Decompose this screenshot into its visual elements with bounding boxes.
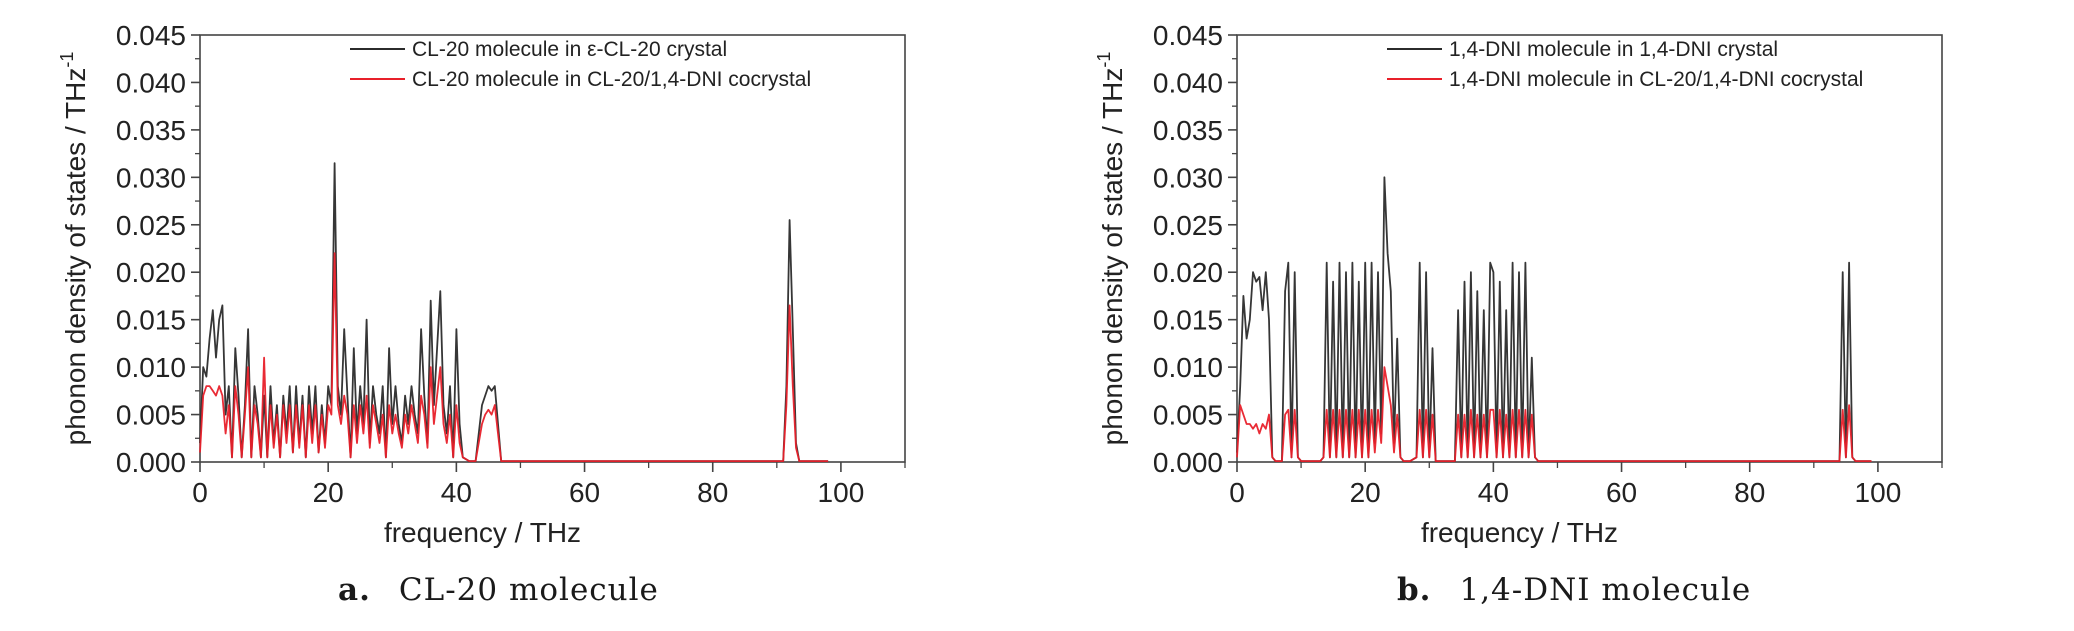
- x-axis-label: frequency / THz: [1421, 517, 1618, 548]
- y-tick-label: 0.020: [1153, 257, 1223, 288]
- plot-frame: [1236, 34, 1943, 463]
- x-tick-label: 100: [1855, 477, 1902, 508]
- y-tick-label: 0.010: [116, 352, 186, 383]
- y-tick-label: 0.025: [116, 210, 186, 241]
- y-tick-label: 0.015: [1153, 305, 1223, 336]
- x-tick-label: 20: [313, 477, 344, 508]
- y-axis-label: phonon density of states / THz-1: [1094, 52, 1128, 446]
- legend-label: CL-20 molecule in CL-20/1,4-DNI cocrysta…: [412, 68, 811, 91]
- x-tick-label: 40: [441, 477, 472, 508]
- series-line-1: [199, 162, 829, 463]
- x-tick-label: 0: [192, 477, 208, 508]
- y-tick-label: 0.030: [116, 162, 186, 193]
- y-tick-label: 0.015: [116, 305, 186, 336]
- caption-text: CL-20 molecule: [398, 572, 659, 608]
- x-tick-label: 60: [569, 477, 600, 508]
- panel-a: 0.000 0.005 0.010 0.015 0.020 0.025 0.030 0.035…: [57, 20, 906, 608]
- caption-text: 1,4-DNI molecule: [1459, 572, 1752, 608]
- y-axis-label-superscript: -1: [1094, 52, 1114, 68]
- y-axis-label-text: phonon density of states / THz: [60, 68, 91, 446]
- y-tick-label: 0.000: [1153, 447, 1223, 478]
- y-tick-label: 0.035: [1153, 115, 1223, 146]
- chart-a: 0.000 0.005 0.010 0.015 0.020 0.025 0.030 0.035…: [57, 20, 906, 548]
- x-tick-label: 80: [697, 477, 728, 508]
- y-tick-label: 0.040: [1153, 67, 1223, 98]
- y-tick-label: 0.035: [116, 115, 186, 146]
- y-tick-label: 0.045: [1153, 20, 1223, 51]
- x-tick-label: 0: [1229, 477, 1245, 508]
- legend-label: 1,4-DNI molecule in 1,4-DNI crystal: [1449, 38, 1778, 61]
- caption-letter: b.: [1397, 572, 1432, 608]
- caption-b: b. 1,4-DNI molecule: [1397, 572, 1751, 608]
- y-tick-label: 0.010: [1153, 352, 1223, 383]
- x-tick-label: 20: [1350, 477, 1381, 508]
- y-axis-label-text: phonon density of states / THz: [1097, 68, 1128, 446]
- y-axis-label: phonon density of states / THz-1: [57, 52, 91, 446]
- x-tick-label: 40: [1478, 477, 1509, 508]
- chart-b: 0.000 0.005 0.010 0.015 0.020 0.025 0.030 0.035…: [1094, 20, 1943, 548]
- series-line-2: [199, 252, 829, 463]
- y-tick-label: 0.040: [116, 67, 186, 98]
- y-axis-label-superscript: -1: [57, 52, 77, 68]
- legend-label: 1,4-DNI molecule in CL-20/1,4-DNI cocrys…: [1449, 68, 1863, 91]
- y-tick-label: 0.045: [116, 20, 186, 51]
- legend-label: CL-20 molecule in ε-CL-20 crystal: [412, 38, 727, 61]
- x-tick-label: 60: [1606, 477, 1637, 508]
- panel-b: 0.000 0.005 0.010 0.015 0.020 0.025 0.030 0.035…: [1037, 0, 2074, 631]
- x-tick-label: 100: [818, 477, 865, 508]
- y-tick-label: 0.005: [116, 400, 186, 431]
- y-tick-label: 0.005: [1153, 400, 1223, 431]
- y-tick-label: 0.025: [1153, 210, 1223, 241]
- caption-a: a. CL-20 molecule: [338, 572, 659, 608]
- series-line-2: [1236, 366, 1872, 463]
- y-tick-label: 0.000: [116, 447, 186, 478]
- y-tick-label: 0.020: [116, 257, 186, 288]
- plot-frame: [199, 34, 906, 463]
- caption-letter: a.: [338, 572, 371, 608]
- y-tick-label: 0.030: [1153, 162, 1223, 193]
- x-tick-label: 80: [1734, 477, 1765, 508]
- x-axis-label: frequency / THz: [384, 517, 581, 548]
